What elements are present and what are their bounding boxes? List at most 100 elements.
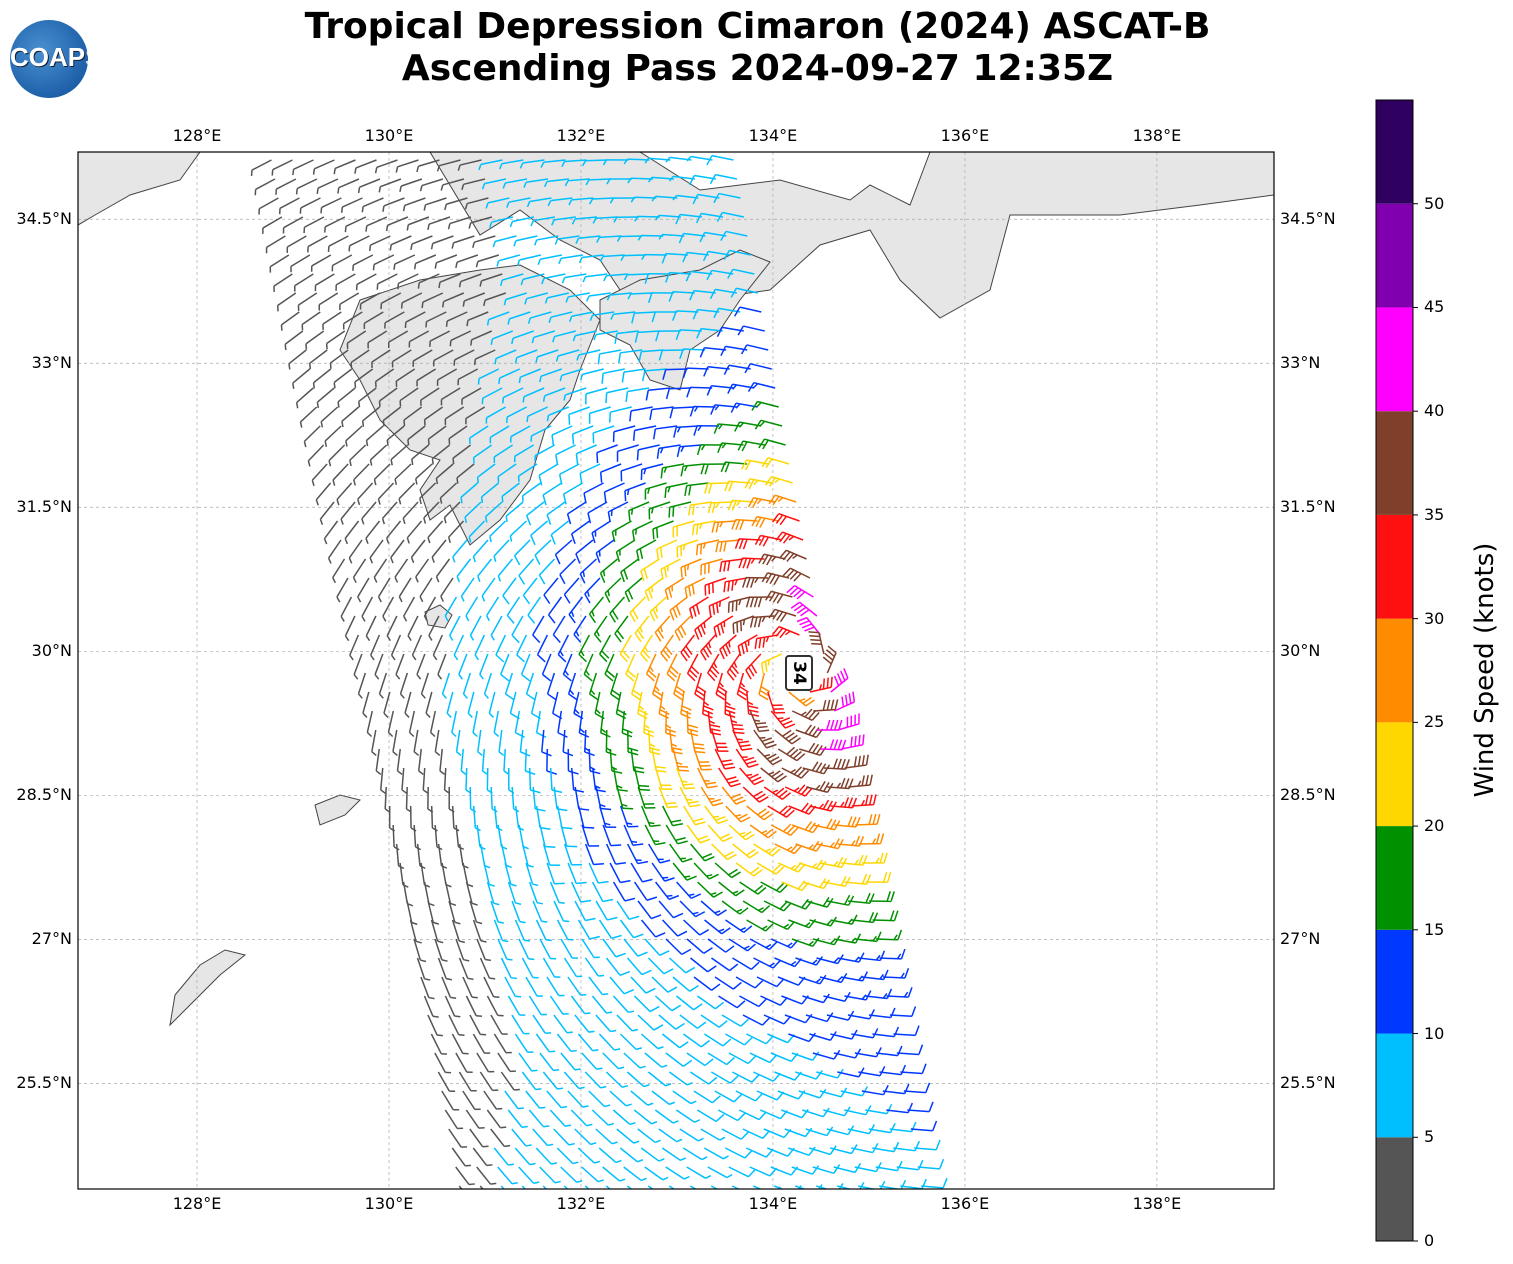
wind-barb xyxy=(498,729,505,757)
wind-barb xyxy=(802,761,831,775)
wind-barb xyxy=(385,520,402,544)
wind-barb xyxy=(686,824,711,844)
wind-barb xyxy=(732,957,760,970)
wind-barb xyxy=(322,311,342,330)
wind-barb xyxy=(387,710,395,738)
wind-barb xyxy=(462,976,478,999)
wind-barb xyxy=(693,748,712,771)
colorbar-bin xyxy=(1376,618,1413,723)
wind-barb xyxy=(323,216,346,233)
title-line-1: Tropical Depression Cimaron (2024) ASCAT… xyxy=(304,6,1211,47)
wind-barb xyxy=(280,311,300,331)
wind-barb xyxy=(453,634,465,661)
wind-barb xyxy=(658,1128,683,1143)
wind-barb xyxy=(619,805,639,828)
wind-barb xyxy=(612,995,635,1014)
wind-barb xyxy=(691,520,716,536)
lat-tick-right: 31.5°N xyxy=(1280,497,1336,517)
wind-barb xyxy=(464,501,482,523)
wind-barb xyxy=(620,254,646,262)
wind-barb xyxy=(504,862,517,887)
wind-barb xyxy=(656,539,678,560)
wind-barb xyxy=(560,1052,581,1071)
wind-barb xyxy=(490,615,503,641)
wind-barb xyxy=(312,368,332,389)
wind-barb xyxy=(655,330,681,342)
wind-barb xyxy=(265,235,286,254)
wind-barb xyxy=(816,719,843,731)
wind-barb xyxy=(588,748,601,775)
wind-barb xyxy=(679,900,706,918)
wind-barb xyxy=(744,363,772,374)
storm-center-marker: 34 xyxy=(785,655,813,691)
wind-barb xyxy=(457,159,482,171)
wind-barb xyxy=(390,634,402,661)
wind-barb xyxy=(851,1028,879,1039)
wind-barb xyxy=(527,311,552,324)
wind-barb xyxy=(703,366,730,377)
wind-barb xyxy=(690,729,706,754)
wind-barb xyxy=(718,881,745,897)
wind-barb xyxy=(695,212,724,224)
wind-barb xyxy=(749,824,777,839)
lat-tick-left: 33°N xyxy=(31,353,72,373)
wind-barb xyxy=(578,254,604,264)
wind-barb xyxy=(472,539,489,563)
wind-barb xyxy=(533,235,559,246)
wind-barb xyxy=(889,1121,917,1133)
lon-tick-top: 134°E xyxy=(748,126,798,145)
wind-barb xyxy=(468,216,493,229)
wind-barb xyxy=(554,539,573,565)
wind-barb xyxy=(689,289,716,301)
wind-barb xyxy=(697,881,723,898)
wind-barb xyxy=(661,1033,689,1049)
wind-barb xyxy=(583,482,604,504)
wind-barb xyxy=(889,1006,917,1018)
wind-barb xyxy=(858,1066,886,1077)
wind-barb xyxy=(696,444,723,456)
wind-barb xyxy=(342,311,363,330)
wind-barb xyxy=(472,919,487,943)
wind-barb xyxy=(827,777,854,790)
wind-barb xyxy=(585,387,608,405)
wind-barb xyxy=(567,1090,589,1108)
wind-barb xyxy=(327,235,349,253)
wind-barb xyxy=(841,734,865,750)
wind-barb xyxy=(353,463,370,486)
wind-barb xyxy=(413,254,437,270)
wind-barb xyxy=(704,482,730,494)
wind-barb xyxy=(684,577,706,599)
wind-barb xyxy=(644,824,666,846)
wind-barb xyxy=(648,501,671,520)
wind-barb xyxy=(820,739,847,751)
wind-barb xyxy=(567,976,587,996)
wind-barb xyxy=(416,159,440,173)
wind-barb xyxy=(805,896,834,908)
wind-barb xyxy=(760,995,788,1006)
wind-barb xyxy=(507,311,531,325)
wind-barb xyxy=(399,387,419,407)
colorbar-tick: 15 xyxy=(1424,919,1445,939)
wind-barb xyxy=(735,862,763,877)
wind-barb xyxy=(730,287,758,298)
wind-barb xyxy=(609,748,623,774)
wind-barb xyxy=(560,1166,583,1183)
wind-barb xyxy=(395,159,419,173)
wind-barb xyxy=(665,1166,690,1180)
wind-barb xyxy=(523,178,549,188)
wind-barb xyxy=(429,330,451,347)
wind-barb xyxy=(441,292,465,308)
colorbar xyxy=(1375,99,1418,1242)
wind-barb xyxy=(893,1140,920,1152)
wind-barb xyxy=(455,1166,475,1186)
wind-barb xyxy=(747,497,776,509)
wind-barb xyxy=(457,368,479,386)
wind-barb xyxy=(406,900,418,926)
wind-barb xyxy=(509,520,528,542)
wind-barb xyxy=(352,558,367,584)
wind-barb xyxy=(399,672,409,699)
wind-barb xyxy=(728,1052,757,1065)
wind-barb xyxy=(527,596,542,624)
wind-barb xyxy=(744,478,772,490)
wind-barb xyxy=(879,948,906,960)
